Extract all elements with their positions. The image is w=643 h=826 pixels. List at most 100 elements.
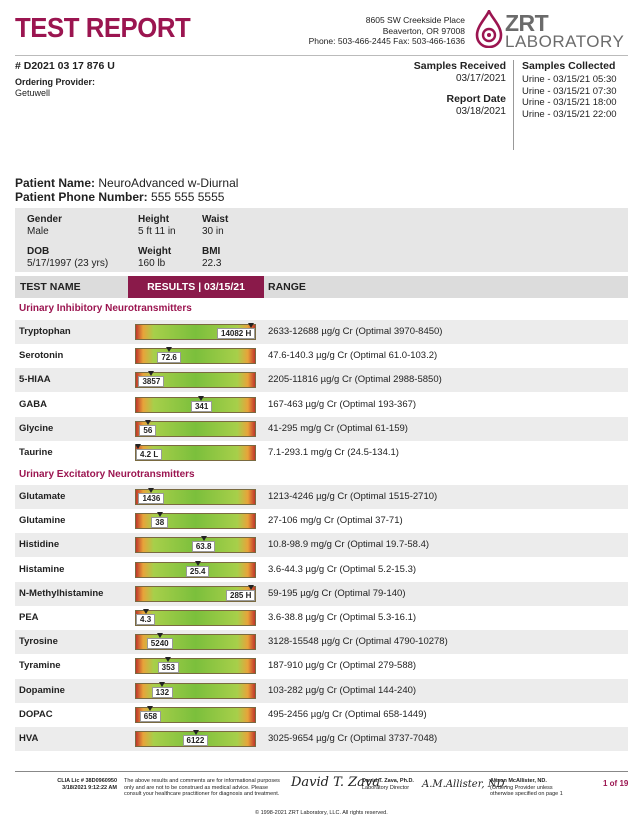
- collected-item: Urine - 03/15/21 05:30: [522, 74, 617, 85]
- height-value: 5 ft 11 in: [138, 225, 176, 237]
- waist-cell: Waist 30 in: [202, 214, 228, 237]
- header-divider: [15, 55, 628, 56]
- footer-divider: [15, 771, 628, 772]
- result-value: 5240: [146, 638, 173, 650]
- accession-number: # D2021 03 17 876 U: [15, 60, 115, 72]
- result-marker-icon: [166, 347, 173, 353]
- column-results: RESULTS | 03/15/21: [128, 276, 264, 298]
- result-value: 341: [190, 400, 213, 412]
- result-marker-icon: [142, 609, 149, 614]
- report-date-value: 03/18/2021: [455, 106, 506, 117]
- bmi-value: 22.3: [202, 257, 222, 269]
- clia-number: CLIA Lic # 38D0960950: [57, 778, 117, 784]
- result-marker-icon: [156, 512, 163, 518]
- director-name: David T. Zava, Ph.D.: [362, 778, 414, 784]
- reference-range: 2633-12688 µg/g Cr (Optimal 3970-8450): [268, 326, 443, 337]
- reference-range: 187-910 µg/g Cr (Optimal 279-588): [268, 660, 417, 672]
- ordering-provider-label: Ordering Provider:: [15, 77, 96, 87]
- result-gauge-bar: 63.8: [135, 536, 256, 554]
- reference-range: 7.1-293.1 mg/g Cr (24.5-134.1): [268, 447, 399, 458]
- section-title: Urinary Excitatory Neurotransmitters: [19, 469, 195, 480]
- weight-label: Weight: [138, 246, 172, 257]
- samples-collected-label: Samples Collected: [522, 60, 616, 72]
- result-gauge-bar: 38: [135, 512, 256, 530]
- result-gauge-bar: 4.2 L: [135, 444, 256, 461]
- reference-range: 3.6-44.3 µg/g Cr (Optimal 5.2-15.3): [268, 563, 417, 575]
- report-date: Report Date 03/18/2021: [446, 93, 506, 117]
- result-value: 6122: [182, 735, 209, 746]
- test-name: Tryptophan: [19, 326, 71, 337]
- result-row: PEA 4.3 3.6-38.8 µg/g Cr (Optimal 5.3-16.1…: [15, 606, 628, 630]
- gender-cell: Gender Male: [27, 214, 62, 237]
- result-marker-icon: [198, 395, 205, 401]
- test-name: Dopamine: [19, 684, 65, 696]
- test-name: 5-HIAA: [19, 374, 51, 386]
- report-header: TEST REPORT 8605 SW Creekside Place Beav…: [0, 0, 643, 56]
- bmi-cell: BMI 22.3: [202, 246, 221, 269]
- test-name: GABA: [19, 398, 47, 410]
- test-name: Histidine: [19, 539, 60, 551]
- test-name: DOPAC: [19, 708, 53, 720]
- printed-timestamp: 3/18/2021 9:12:22 AM: [62, 784, 117, 791]
- dob-value: 5/17/1997 (23 yrs): [27, 257, 109, 269]
- director-title: Laboratory Director: [362, 784, 410, 791]
- result-gauge-bar: 5240: [135, 633, 256, 651]
- patient-info: Patient Name: NeuroAdvanced w-Diurnal Pa…: [15, 176, 238, 204]
- samples-received-value: 03/17/2021: [455, 73, 506, 84]
- result-gauge-bar: 341: [135, 395, 256, 413]
- dob-cell: DOB 5/17/1997 (23 yrs): [27, 246, 108, 269]
- result-value: 3857: [138, 376, 165, 388]
- result-marker-icon: [135, 444, 142, 449]
- director-signature: David T. Zava: [291, 775, 381, 790]
- result-gauge-bar: 1436: [135, 488, 256, 505]
- reference-range: 3025-9654 µg/g Cr (Optimal 3737-7048): [268, 733, 438, 744]
- result-marker-icon: [194, 560, 201, 566]
- reference-range: 10.8-98.9 mg/g Cr (Optimal 19.7-58.4): [268, 539, 430, 551]
- result-gauge-bar: 132: [135, 681, 256, 699]
- reference-range: 495-2456 µg/g Cr (Optimal 658-1449): [268, 708, 427, 720]
- reference-range: 3.6-38.8 µg/g Cr (Optimal 5.3-16.1): [268, 612, 417, 623]
- result-row: GABA 341 167-463 µg/g Cr (Optimal 193-367): [15, 393, 628, 417]
- test-name: Glutamate: [19, 491, 66, 502]
- reference-range: 2205-11816 µg/g Cr (Optimal 2988-5850): [268, 374, 442, 386]
- patient-name: NeuroAdvanced w-Diurnal: [98, 176, 239, 190]
- result-marker-icon: [165, 657, 172, 663]
- provider-name: Alison McAllister, ND.: [490, 778, 547, 784]
- result-marker-icon: [200, 536, 207, 542]
- result-value: 14082 H: [217, 328, 256, 339]
- weight-cell: Weight 160 lb: [138, 246, 171, 269]
- result-row: N-Methylhistamine 285 H 59-195 µg/g Cr (Op…: [15, 581, 628, 606]
- height-label: Height: [138, 214, 170, 225]
- gender-value: Male: [27, 225, 49, 237]
- page-number: 1 of 19: [603, 779, 629, 788]
- section-title: Urinary Inhibitory Neurotransmitters: [19, 303, 192, 314]
- samples-received: Samples Received 03/17/2021: [414, 60, 506, 84]
- result-value: 658: [139, 710, 162, 722]
- result-row: DOPAC 658 495-2456 µg/g Cr (Optimal 658-14…: [15, 703, 628, 727]
- result-row: Taurine 4.2 L 7.1-293.1 mg/g Cr (24.5-134.…: [15, 441, 628, 465]
- samples-collected: Samples Collected Urine - 03/15/21 05:30…: [522, 60, 617, 120]
- test-name: Glycine: [19, 422, 54, 434]
- test-name: Taurine: [19, 447, 53, 458]
- test-name: PEA: [19, 612, 39, 623]
- result-row: Tyrosine 5240 3128-15548 µg/g Cr (Optimal …: [15, 630, 628, 655]
- test-name: Tyramine: [19, 660, 61, 672]
- ordering-provider-value: Getuwell: [15, 88, 51, 98]
- result-row: Histamine 25.4 3.6-44.3 µg/g Cr (Optimal 5…: [15, 558, 628, 582]
- test-name: HVA: [19, 733, 39, 744]
- result-gauge-bar: 72.6: [135, 347, 256, 365]
- collected-item: Urine - 03/15/21 18:00: [522, 97, 617, 108]
- result-value: 4.2 L: [136, 449, 163, 460]
- result-gauge-bar: 25.4: [135, 560, 256, 578]
- waist-value: 30 in: [202, 225, 224, 237]
- results-table-header: TEST NAME RESULTS | 03/15/21 RANGE: [15, 276, 628, 298]
- test-name: Glutamine: [19, 515, 66, 527]
- footer-clia: CLIA Lic # 38D0960950 3/18/2021 9:12:22 …: [55, 778, 117, 791]
- test-name: N-Methylhistamine: [19, 587, 104, 599]
- result-row: HVA 6122 3025-9654 µg/g Cr (Optimal 3737-7…: [15, 727, 628, 751]
- result-value: 72.6: [157, 352, 181, 364]
- result-value: 56: [139, 424, 157, 436]
- reference-range: 27-106 mg/g Cr (Optimal 37-71): [268, 515, 403, 527]
- result-row: Histidine 63.8 10.8-98.9 mg/g Cr (Optimal …: [15, 533, 628, 558]
- test-name: Serotonin: [19, 350, 64, 362]
